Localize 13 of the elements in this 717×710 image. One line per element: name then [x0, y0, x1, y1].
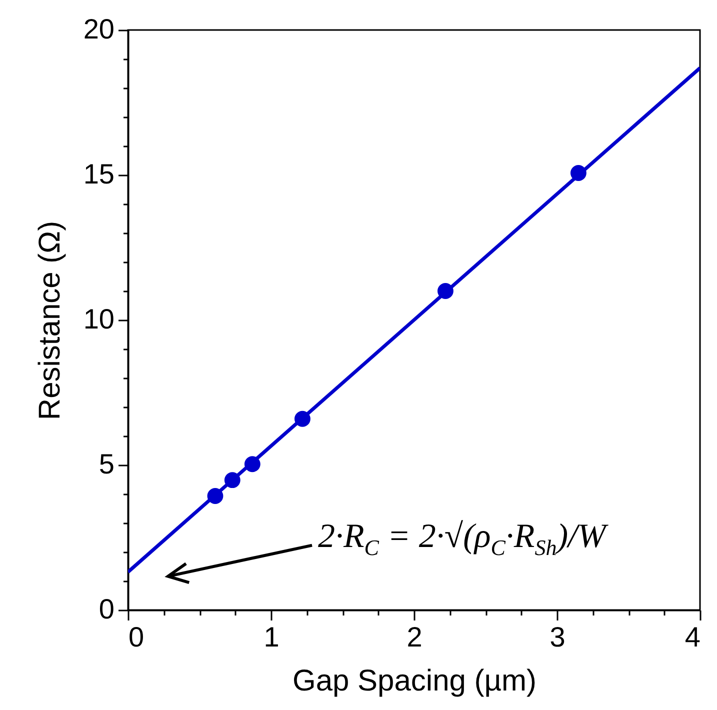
x-tick-label: 4: [684, 622, 700, 652]
y-tick-label: 15: [83, 158, 114, 190]
y-tick-label: 5: [98, 448, 114, 480]
x-tick-label: 1: [264, 622, 280, 652]
y-tick-label: 10: [83, 304, 114, 334]
y-tick-label: 20: [83, 14, 114, 44]
y-axis-title: Resistance (Ω): [33, 220, 66, 420]
x-tick-label: 0: [128, 622, 144, 652]
x-tick-label: 3: [550, 622, 566, 652]
x-axis-title: Gap Spacing (µm): [292, 664, 537, 698]
y-tick-label: 0: [98, 594, 114, 624]
x-tick-label: 2: [406, 622, 422, 652]
annotation: 2·R$_{C}$ = 2·√(ρ$_{C}$·R$_{Sh}$)/W: [318, 518, 606, 560]
